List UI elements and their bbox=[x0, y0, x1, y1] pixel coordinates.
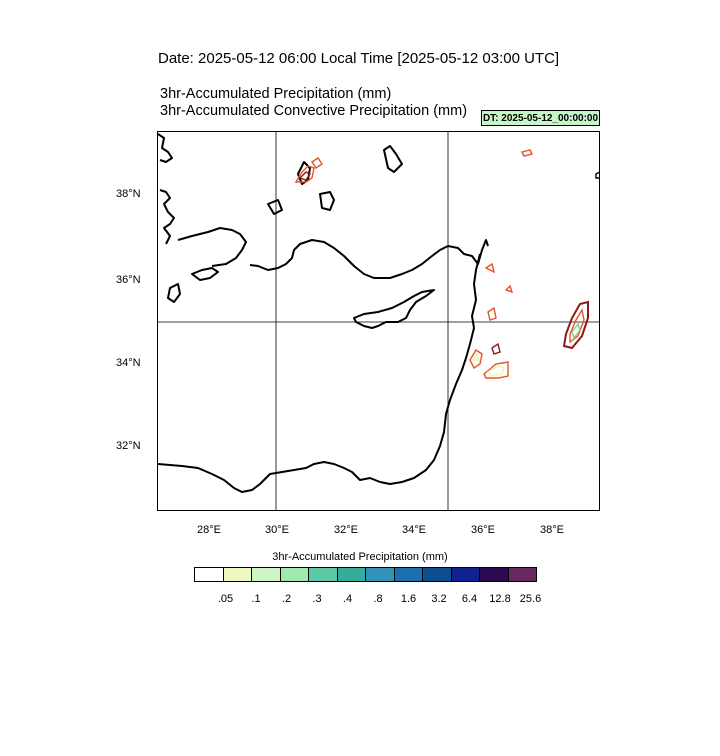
colorbar-label: 3.2 bbox=[431, 593, 447, 605]
island-aegean-f bbox=[267, 199, 283, 215]
colorbar-box bbox=[308, 567, 338, 582]
cell-syria-d-outer bbox=[483, 361, 509, 379]
colorbar-label: 12.8 bbox=[489, 593, 511, 605]
coast-aegean-2 bbox=[159, 189, 175, 245]
lon-label: 32°E bbox=[334, 524, 358, 536]
colorbar-label: .3 bbox=[312, 593, 322, 605]
map-svg bbox=[158, 132, 599, 510]
cell-east-big-inner bbox=[571, 322, 581, 340]
cell-syria-d-inner bbox=[486, 365, 505, 377]
colorbar-label: 1.6 bbox=[400, 593, 417, 605]
lon-label: 28°E bbox=[197, 524, 221, 536]
colorbar-box bbox=[279, 567, 309, 582]
map-panel bbox=[157, 131, 600, 511]
colorbar-title: 3hr-Accumulated Precipitation (mm) bbox=[272, 551, 448, 563]
lat-label: 32°N bbox=[116, 440, 141, 452]
colorbar-label: 25.6 bbox=[519, 593, 542, 605]
colorbar-label: .2 bbox=[281, 593, 292, 605]
cell-east-big-outer bbox=[562, 300, 589, 350]
lat-label: 38°N bbox=[116, 188, 141, 200]
cell-aegean-inner bbox=[298, 171, 312, 181]
colorbar-box bbox=[450, 567, 480, 582]
island-aegean-e bbox=[383, 145, 403, 173]
colorbar-box bbox=[393, 567, 423, 582]
coast-aegean-3 bbox=[177, 227, 247, 267]
title-convective-precipitation: 3hr-Accumulated Convective Precipitation… bbox=[160, 103, 468, 119]
cell-aegean-outer bbox=[294, 165, 315, 183]
lon-label: 30°E bbox=[265, 524, 289, 536]
colorbar-box bbox=[422, 567, 452, 582]
cell-aegean-2 bbox=[311, 157, 323, 169]
coast-north-africa bbox=[158, 461, 381, 493]
coastline bbox=[158, 133, 489, 493]
colorbar-box bbox=[194, 567, 224, 582]
title-precipitation: 3hr-Accumulated Precipitation (mm) bbox=[160, 86, 392, 102]
colorbar-box bbox=[479, 567, 509, 582]
coast-turkey bbox=[249, 239, 489, 279]
cell-lebanon-outer bbox=[469, 349, 483, 370]
colorbar-box bbox=[507, 567, 537, 582]
colorbar-label: 6.4 bbox=[461, 593, 478, 605]
island-aegean-c bbox=[319, 191, 335, 211]
cell-syria-e bbox=[491, 342, 501, 355]
island-cyprus bbox=[353, 289, 435, 329]
lon-label: 38°E bbox=[540, 524, 564, 536]
coast-aegean-1 bbox=[158, 133, 173, 163]
date-line: Date: 2025-05-12 06:00 Local Time [2025-… bbox=[158, 50, 560, 67]
cell-syria-c bbox=[487, 306, 497, 321]
precip-contours bbox=[294, 149, 599, 379]
colorbar-box bbox=[222, 567, 252, 582]
cell-syria-a bbox=[484, 262, 496, 274]
lon-label: 36°E bbox=[471, 524, 495, 536]
cell-syria-b bbox=[504, 284, 514, 294]
coast-levant bbox=[379, 253, 481, 485]
colorbar-label: .4 bbox=[342, 593, 353, 605]
cell-east-big-mid bbox=[569, 308, 585, 344]
colorbar-box bbox=[365, 567, 395, 582]
colorbar-box bbox=[251, 567, 281, 582]
lon-label: 34°E bbox=[402, 524, 426, 536]
dt-badge: DT: 2025-05-12_00:00:00 bbox=[481, 110, 600, 126]
lat-label: 36°N bbox=[116, 274, 141, 286]
colorbar-label: .8 bbox=[373, 593, 383, 605]
cell-east-top bbox=[520, 149, 534, 157]
island-aegean-a bbox=[191, 267, 219, 281]
colorbar-box bbox=[336, 567, 366, 582]
island-aegean-b bbox=[167, 283, 181, 303]
cell-lebanon-inner bbox=[471, 352, 480, 361]
lat-label: 34°N bbox=[116, 357, 141, 369]
colorbar-label: .1 bbox=[251, 593, 261, 605]
colorbar bbox=[194, 567, 537, 582]
colorbar-label: .05 bbox=[217, 593, 234, 605]
cell-east-edge bbox=[595, 171, 599, 179]
